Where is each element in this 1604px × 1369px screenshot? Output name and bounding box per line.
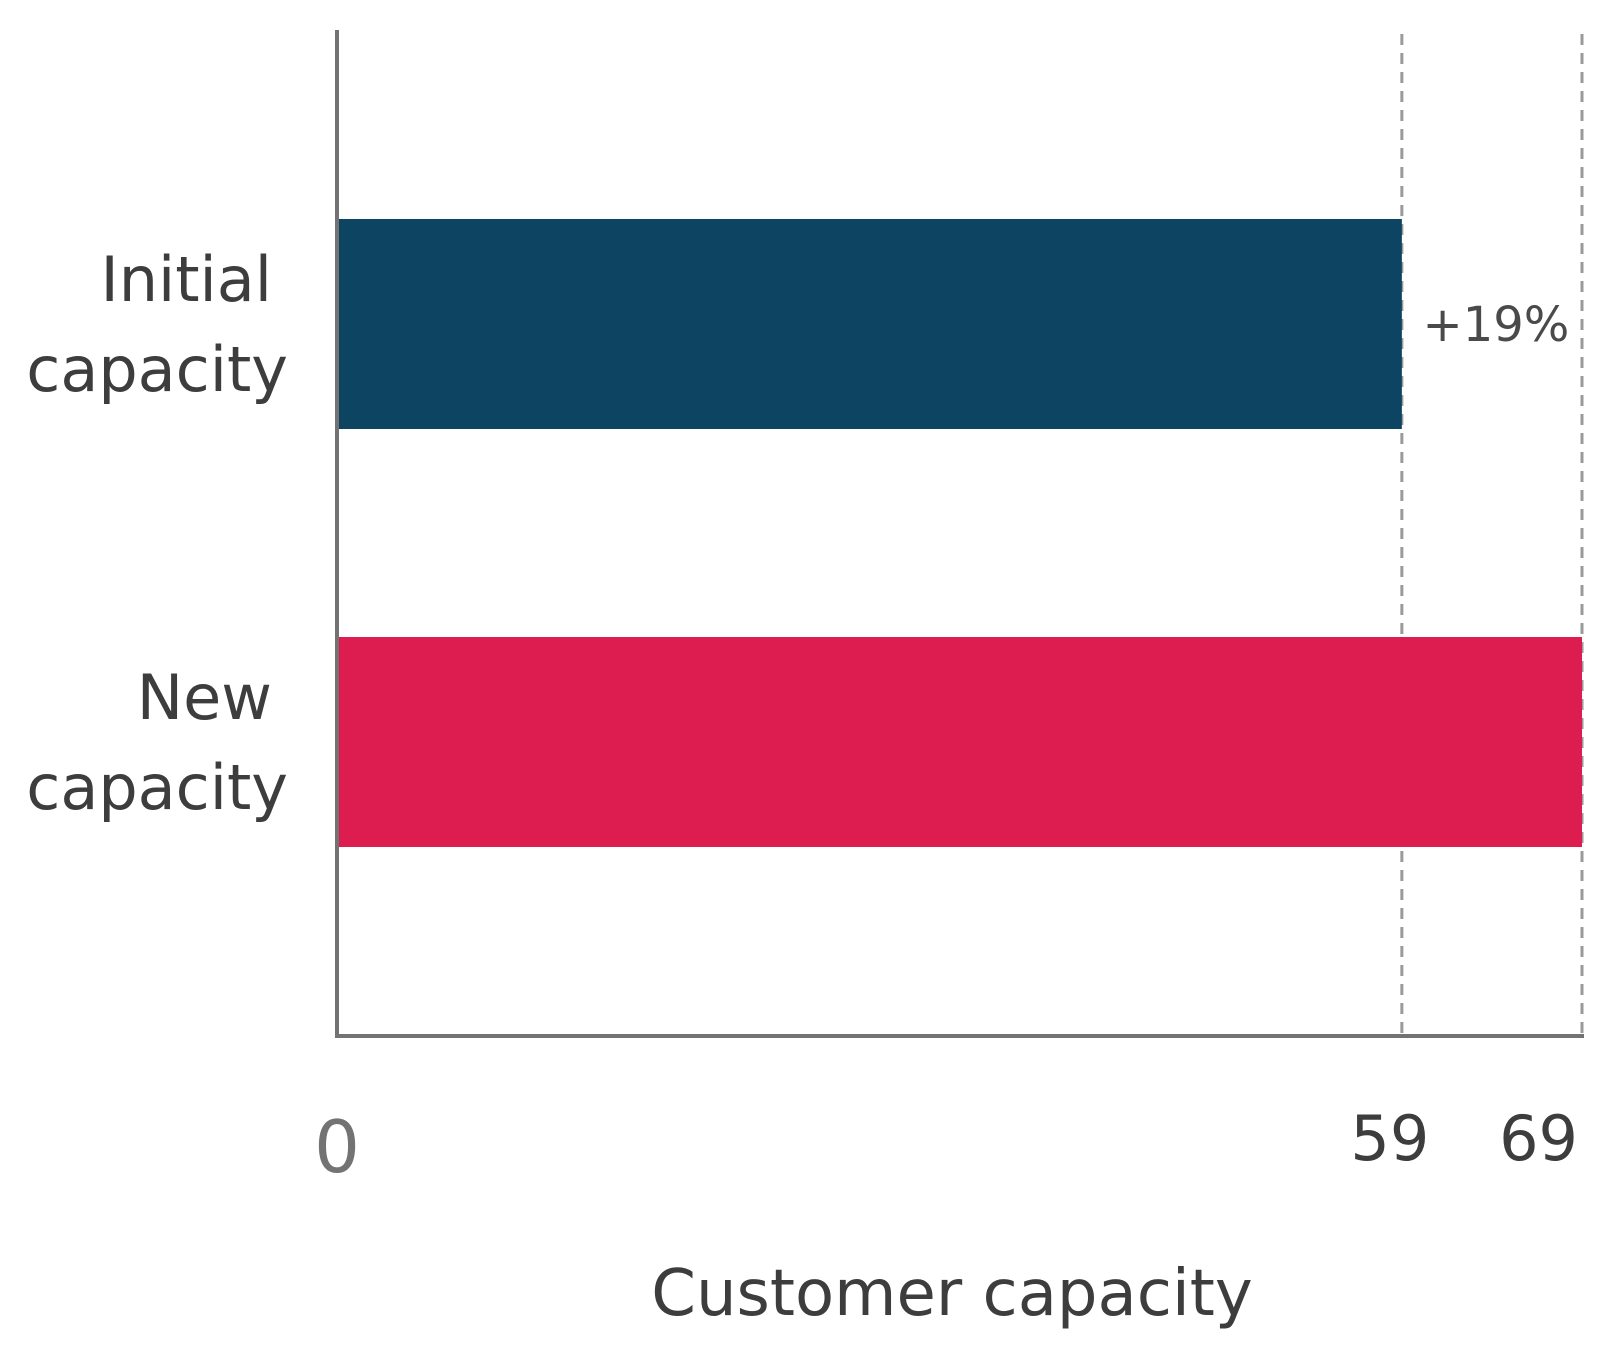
bar-1	[339, 637, 1582, 847]
category-label-1-line-1: capacity	[26, 751, 288, 824]
reference-lines	[1400, 34, 1584, 1034]
category-label-1-line-0: New	[137, 661, 272, 734]
annotation-label: +19%	[1422, 297, 1569, 353]
axes	[335, 30, 1584, 1038]
x-tick-label-0: 0	[314, 1105, 360, 1189]
annotations: +19%	[1422, 297, 1569, 353]
x-tick-label-59: 59	[1350, 1102, 1429, 1175]
category-labels: Initial capacity New capacity	[26, 243, 288, 824]
x-axis-title: Customer capacity	[651, 1257, 1252, 1331]
category-label-0-line-1: capacity	[26, 333, 288, 406]
category-label-0-line-0: Initial	[100, 243, 272, 316]
bar-0	[339, 219, 1402, 429]
bars	[339, 219, 1582, 847]
x-tick-labels: 0 59 69	[314, 1102, 1578, 1189]
x-tick-label-69: 69	[1499, 1102, 1578, 1175]
